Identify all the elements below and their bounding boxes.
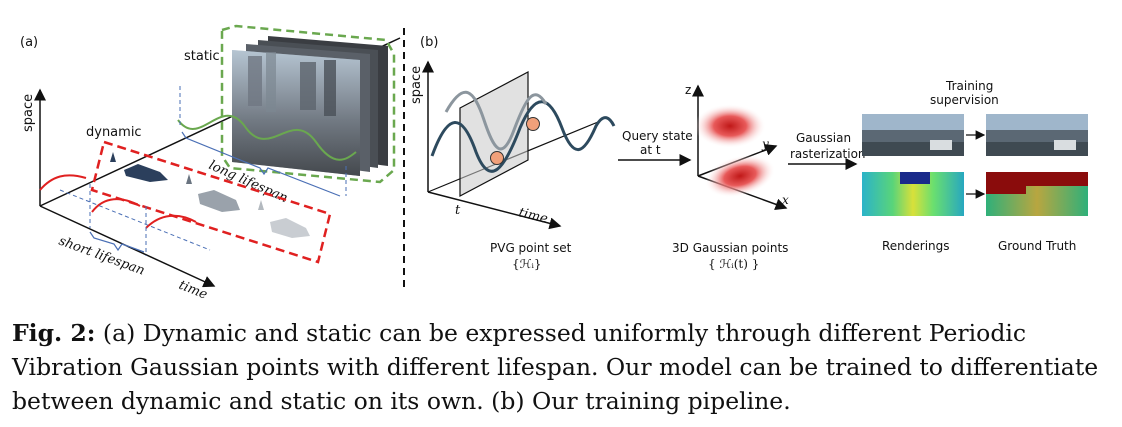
gauss-x-label: x <box>782 193 789 207</box>
pvg-point-2 <box>490 151 504 165</box>
pvg-wave-dark <box>430 100 616 173</box>
caption-figure-label: Fig. 2: <box>12 319 96 347</box>
short-wave-1 <box>39 174 87 191</box>
gauss-z-label: z <box>685 83 691 97</box>
ground-truth-label: Ground Truth <box>998 239 1076 253</box>
dynamic-label: dynamic <box>86 125 142 140</box>
gauss-math: { ℋᵢ(t) } <box>708 257 759 271</box>
gauss-y-label: y <box>761 137 769 151</box>
short-lifespan-brace <box>89 231 145 253</box>
static-frames <box>232 36 388 176</box>
pvg-math: {ℋᵢ} <box>512 257 542 271</box>
rendered-rgb-image <box>862 114 964 156</box>
pvg-time-label: time <box>517 205 549 227</box>
training-line2: supervision <box>930 93 999 107</box>
static-wave <box>177 114 357 161</box>
long-lifespan-brace <box>181 131 341 197</box>
pvg-time-axis <box>427 191 562 230</box>
space-axis-label: space <box>21 94 36 132</box>
figure-caption: Fig. 2: (a) Dynamic and static can be ex… <box>12 316 1112 418</box>
panel-b-label: (b) <box>420 35 438 50</box>
renderings-label: Renderings <box>882 239 950 253</box>
pvg-t-label: t <box>455 203 461 218</box>
short-wave-3 <box>145 214 197 229</box>
pvg-point-1 <box>526 117 540 131</box>
ground-truth-depth-image <box>986 172 1088 216</box>
training-line1: Training <box>945 79 993 93</box>
raster-line1: Gaussian <box>796 131 851 145</box>
panel-a-label: (a) <box>20 35 38 50</box>
gaussian-ellipse-2 <box>704 154 776 198</box>
gauss-title: 3D Gaussian points <box>672 241 788 255</box>
query-line2: at t <box>640 143 661 157</box>
dynamic-dashed-box <box>90 140 332 264</box>
ground-truth-rgb-image <box>986 114 1088 156</box>
figure-diagram: (a) space time static long lifespan dyna… <box>20 24 1088 300</box>
pvg-space-label: space <box>409 66 424 104</box>
short-guide-3 <box>59 189 211 251</box>
gaussian-ellipse-1 <box>694 104 766 148</box>
raster-line2: rasterization <box>790 147 866 161</box>
pvg-wave-light <box>444 90 548 151</box>
dynamic-objects <box>110 152 310 238</box>
pvg-title: PVG point set <box>490 241 572 255</box>
query-line1: Query state <box>622 129 693 143</box>
caption-text: (a) Dynamic and static can be expressed … <box>12 319 1099 415</box>
rendered-depth-image <box>862 172 964 216</box>
short-wave-2 <box>91 198 141 213</box>
static-label: static <box>184 49 220 64</box>
